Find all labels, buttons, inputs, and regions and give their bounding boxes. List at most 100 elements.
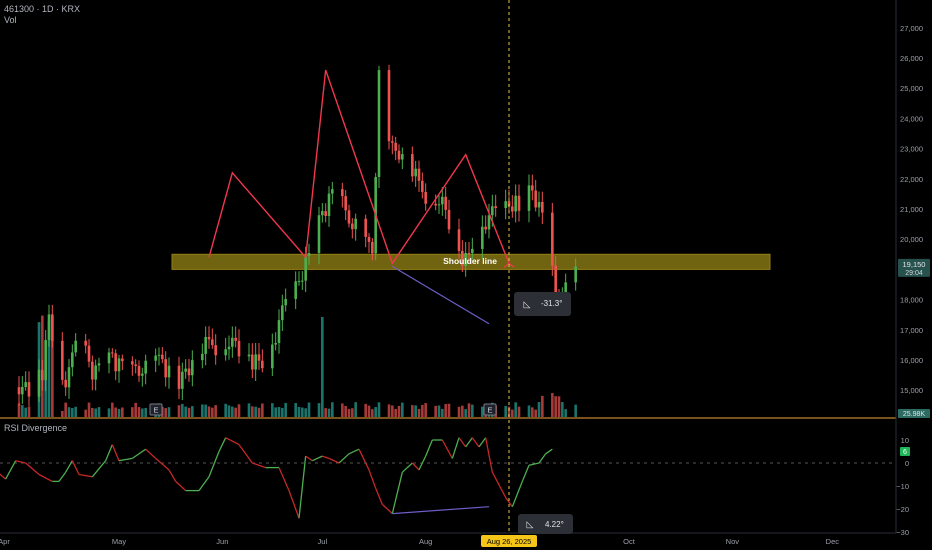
- candle-body: [327, 193, 331, 216]
- volume-bar: [327, 408, 331, 417]
- volume-bar: [561, 402, 564, 417]
- volume-bar: [284, 402, 287, 417]
- volume-bar: [401, 402, 404, 417]
- volume-bar: [417, 408, 421, 417]
- volume-value-label: 25.98K: [903, 411, 926, 418]
- candle-body: [187, 368, 191, 376]
- volume-bar: [234, 407, 237, 417]
- rsi-segment: [458, 437, 467, 448]
- rsi-segment: [322, 455, 330, 460]
- candle-body: [204, 336, 207, 354]
- candle-body: [434, 203, 437, 206]
- rsi-segment: [491, 471, 507, 498]
- volume-bar: [441, 408, 444, 417]
- volume-bar: [97, 407, 101, 417]
- rsi-segment: [521, 465, 530, 482]
- volume-bar: [537, 402, 541, 417]
- candle-body: [214, 345, 217, 356]
- rsi-angle-label: 4.22°: [545, 520, 564, 529]
- candle-body: [527, 185, 531, 211]
- candle-body: [37, 369, 41, 397]
- volume-bar: [21, 405, 24, 417]
- price-tick-label: 23,000: [900, 145, 923, 154]
- volume-bar: [541, 395, 544, 417]
- candle-body: [394, 142, 397, 151]
- candle-body: [414, 168, 417, 177]
- candle-body: [531, 185, 534, 191]
- candle-body: [551, 212, 554, 266]
- labels: Shoulder line ◺ -31.3° ◺ 4.22° E E: [149, 256, 573, 534]
- rsi-segment: [38, 473, 53, 482]
- price-tick-label: 18,000: [900, 296, 923, 305]
- candle-body: [224, 349, 227, 356]
- candle-body: [401, 154, 404, 160]
- volume-bar: [367, 405, 371, 417]
- rsi-segment: [441, 439, 453, 459]
- volume-bar: [47, 320, 51, 417]
- volume-bar: [184, 406, 187, 417]
- candle-body: [64, 379, 67, 388]
- volume-bar: [464, 409, 467, 417]
- price-tick-label: 15,000: [900, 386, 923, 395]
- volume-bar: [321, 317, 324, 417]
- volume-bar: [237, 404, 241, 417]
- earnings-marker-label: E: [153, 406, 158, 415]
- candle-body: [117, 358, 121, 372]
- volume-bar: [141, 408, 144, 417]
- candle-body: [67, 367, 71, 388]
- candle-body: [437, 204, 441, 206]
- rsi-segment: [358, 448, 370, 471]
- volume-label: Vol: [4, 15, 17, 25]
- crosshair-date-box: [481, 535, 537, 547]
- month-label: Jun: [216, 537, 228, 546]
- volume-bar: [271, 403, 274, 417]
- rsi-segment: [5, 460, 17, 480]
- volume-bar: [444, 404, 447, 417]
- price-tick-label: 21,000: [900, 205, 923, 214]
- candle-body: [47, 314, 51, 340]
- rsi-segment: [298, 456, 307, 519]
- candle-body: [107, 352, 111, 364]
- candle-body: [17, 387, 21, 395]
- volume-bar: [504, 406, 507, 417]
- volume-bar: [111, 402, 114, 417]
- volume-bar: [304, 408, 307, 417]
- rsi-segment: [328, 457, 340, 464]
- candle-body: [307, 253, 311, 257]
- volume-bar: [67, 407, 71, 417]
- volume-bar: [424, 403, 427, 417]
- candle-body: [24, 382, 27, 388]
- volume-bar: [411, 405, 414, 417]
- volume-bar: [294, 403, 297, 417]
- volume-bar: [191, 406, 194, 417]
- rsi-segment: [485, 437, 493, 473]
- rsi-segment: [375, 488, 383, 505]
- candle-body: [554, 265, 557, 299]
- rsi-segment: [25, 462, 40, 475]
- volume-bar: [51, 315, 54, 417]
- rsi-pane: [0, 417, 896, 519]
- candle-body: [324, 211, 327, 216]
- volume-bar: [187, 407, 191, 417]
- rsi-segment: [91, 460, 107, 478]
- price-tick-label: 22,000: [900, 175, 923, 184]
- candle-body: [541, 201, 544, 213]
- earnings-marker: [483, 403, 497, 416]
- rsi-segment: [0, 473, 7, 480]
- volume-bar: [434, 405, 437, 417]
- candle-body: [471, 248, 474, 254]
- volume-bar: [324, 408, 327, 417]
- candle-body: [91, 361, 94, 380]
- volume-bar: [114, 407, 117, 417]
- candle-body: [227, 346, 231, 350]
- candle-body: [517, 195, 521, 211]
- candle-body: [317, 215, 321, 254]
- volume-bar: [554, 396, 557, 417]
- candle-body: [564, 282, 567, 297]
- candle-body: [487, 215, 491, 230]
- volume-bar: [177, 405, 181, 417]
- candle-body: [167, 365, 171, 378]
- candle-body: [134, 364, 137, 366]
- volume-bar: [71, 408, 74, 417]
